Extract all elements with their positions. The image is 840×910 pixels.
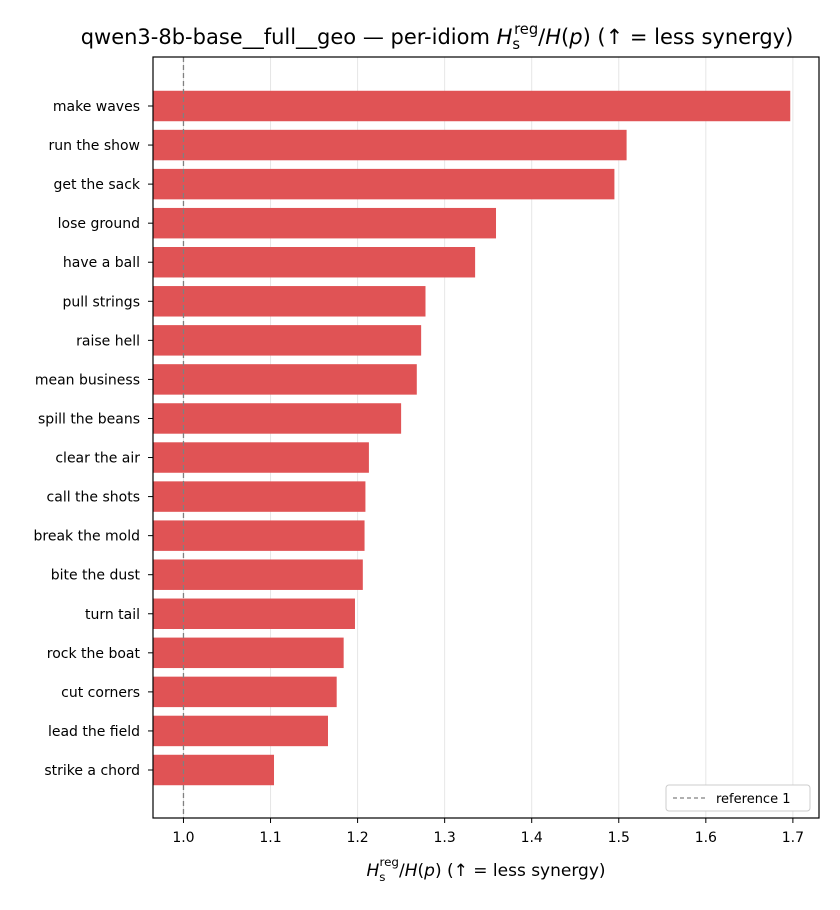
bar [153,129,627,161]
bar [153,715,328,747]
category-label: lose ground [58,216,140,232]
bar [153,90,791,122]
category-label: spill the beans [38,411,140,427]
x-tick-label: 1.4 [521,830,543,846]
bar [153,286,426,317]
legend: reference 1 [665,784,811,812]
plot-frame [152,56,820,819]
legend-box [665,784,811,812]
category-label: turn tail [85,607,140,623]
x-tick-label: 1.6 [695,830,717,846]
category-label: mean business [35,372,140,388]
category-label: run the show [48,138,140,154]
category-label: make waves [53,99,140,115]
chart-title: qwen3-8b-base__full__geo — per-idiom Hsr… [81,21,794,53]
category-label: clear the air [55,451,140,467]
category-label: have a ball [63,255,140,271]
category-label: break the mold [34,529,141,545]
category-label: strike a chord [44,763,140,779]
category-label: cut corners [61,685,140,701]
bar [153,754,275,786]
x-tick-label: 1.1 [259,830,281,846]
y-axis-categories: make waves run the show get the sack lose g… [34,99,153,779]
bar [153,676,337,708]
bar [153,637,344,669]
bar [153,442,369,473]
category-label: raise hell [76,333,140,349]
x-tick-label: 1.2 [346,830,368,846]
bar [153,403,402,434]
bars [153,90,791,786]
category-label: call the shots [47,490,140,506]
category-label: rock the boat [47,646,141,662]
bar [153,247,476,278]
x-tick-label: 1.3 [434,830,456,846]
legend-reference-label: reference 1 [716,792,790,807]
bar [153,598,355,629]
x-tick-label: 1.5 [608,830,630,846]
bar [153,207,497,239]
bar [153,364,417,395]
category-label: pull strings [63,294,140,310]
category-label: bite the dust [51,568,141,584]
category-label: lead the field [48,724,140,740]
category-label: get the sack [53,177,140,193]
x-axis-label: Hsreg/H(p) (↑ = less synergy) [366,855,605,884]
bar [153,325,422,356]
bar [153,520,365,551]
x-axis-ticks: 1.0 1.1 1.2 1.3 1.4 1.5 1.6 1.7 [172,818,804,846]
bar [153,481,366,512]
bar [153,559,363,590]
x-tick-label: 1.0 [172,830,194,846]
x-tick-label: 1.7 [782,830,804,846]
bar [153,168,615,200]
